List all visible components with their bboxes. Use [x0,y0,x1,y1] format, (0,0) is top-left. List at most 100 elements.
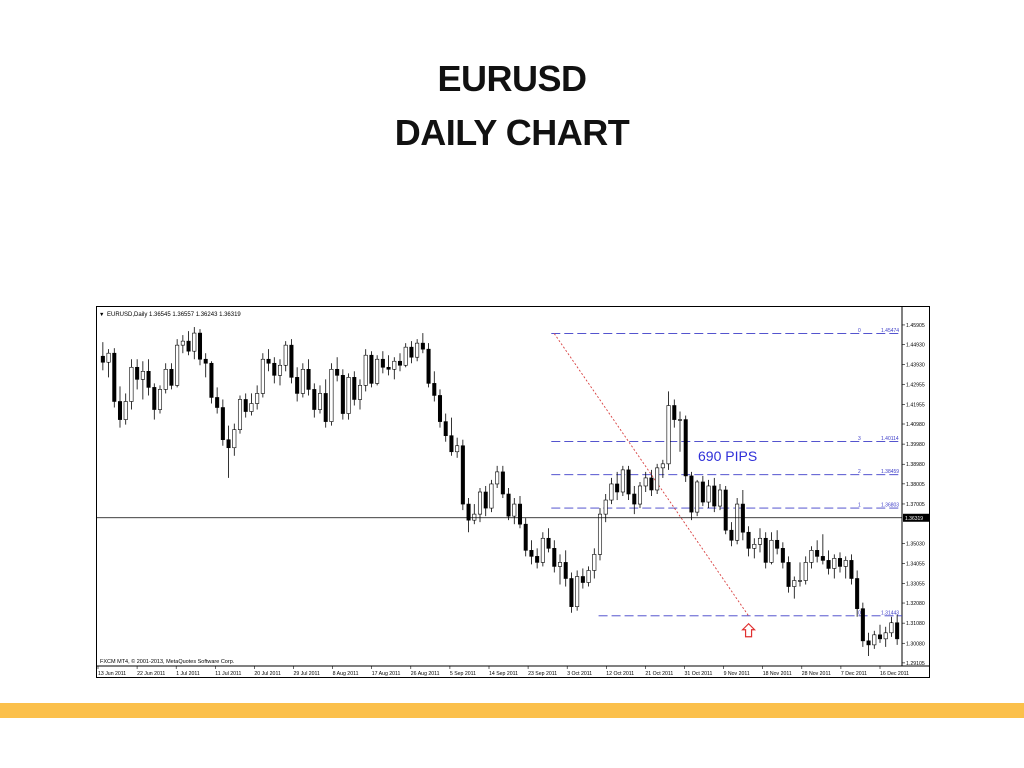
candle [609,477,614,505]
candle [329,363,334,426]
candle [723,485,728,535]
candle-body-bull [392,360,397,370]
candle [317,385,323,414]
trend-line [553,333,749,617]
candle-body-bull [123,401,128,420]
candle [392,357,397,380]
candle-body-bull [540,537,545,563]
candle [449,417,454,456]
candle-body-bear [112,352,117,402]
candle [809,546,814,569]
fib-level-label: 1.36803 [881,503,899,509]
candle [455,437,460,458]
candle [272,357,277,384]
candle-body-bull [249,403,254,412]
candle-body-bear [312,389,317,410]
candle [820,534,825,565]
x-tick-label: 12 Oct 2011 [606,671,634,677]
candle [860,602,865,647]
candle-body-bear [135,366,140,380]
candle-body-bear [266,358,271,364]
y-tick-label: 1.29105 [906,661,925,667]
candle-body-bull [472,513,477,521]
candle-body-bull [283,344,288,366]
chart-header: EURUSD,Daily 1.36545 1.36557 1.36243 1.3… [107,312,241,318]
y-tick-label: 1.41955 [906,402,925,408]
x-tick-label: 14 Sep 2011 [489,671,518,677]
y-tick-label: 1.32080 [906,601,925,607]
candle [386,355,391,376]
candle [757,528,763,553]
candle [683,415,688,482]
fib-level-label: 1.45474 [881,328,899,334]
candle [117,386,123,428]
y-tick-label: 1.43930 [906,363,925,369]
candle-body-bear [409,346,414,358]
candle-body-bull [129,366,134,402]
candle [335,357,340,382]
candle-body-bull [637,485,643,505]
candle-body-bull [655,467,660,491]
candle-body-bull [832,558,837,569]
x-tick-label: 18 Nov 2011 [763,671,792,677]
candle [752,538,757,559]
candle [340,369,345,420]
candle [552,540,557,573]
candle [546,528,551,553]
candle-body-bull [575,576,580,607]
y-tick-label: 1.40980 [906,422,925,428]
current-price-line-group: 1.36319 [97,513,929,522]
candle-body-bear [746,531,751,549]
candle-body-bull [375,358,380,384]
candle-body-bear [546,537,551,549]
candle [689,471,694,521]
candle [717,483,723,511]
candle-body-bull [157,389,163,410]
candle [632,485,637,515]
candle [500,465,505,499]
candle [169,363,174,390]
candle [797,562,803,587]
candle-body-bear [335,368,340,376]
candle [792,576,797,599]
candle [426,343,431,388]
candle [123,393,128,425]
candle-body-bull [597,513,603,555]
candle [626,465,631,501]
candle [843,556,848,579]
candle-body-bear [615,483,620,493]
candle [672,399,677,428]
candle-body-bull [592,554,597,571]
candle [420,333,425,354]
y-tick-label: 1.38980 [906,462,925,468]
candle [729,522,734,547]
candle [815,540,820,563]
candle-body-bull [357,385,363,400]
fib-level-label: 1.31443 [881,610,899,616]
candle-body-bear [186,340,191,352]
y-tick-label: 1.45905 [906,323,925,329]
candle [312,383,317,418]
candle [175,339,180,388]
candle-body-bear [569,578,574,607]
candle [100,342,105,371]
candle [489,479,494,513]
candle-body-bear [437,395,443,422]
candle [380,351,385,374]
candle-body-bear [226,439,231,449]
candle [135,359,140,390]
candle-body-bull [889,622,894,634]
candle [140,361,145,400]
y-tick-label: 1.44930 [906,343,925,349]
candle [826,550,831,575]
candle [677,411,683,452]
annotations: 690 PIPS [698,448,757,638]
candle-body-bear [220,407,225,440]
candle-body-bear [420,342,425,350]
up-arrow-icon [741,622,757,638]
candle [146,359,151,396]
time-axis-labels: 13 Jun 2011 22 Jun 2011 1 Jul 2011 11 Jul 2… [97,666,909,677]
candle [866,632,871,656]
fib-level-tag: 1 [858,503,861,509]
candle [523,518,528,557]
